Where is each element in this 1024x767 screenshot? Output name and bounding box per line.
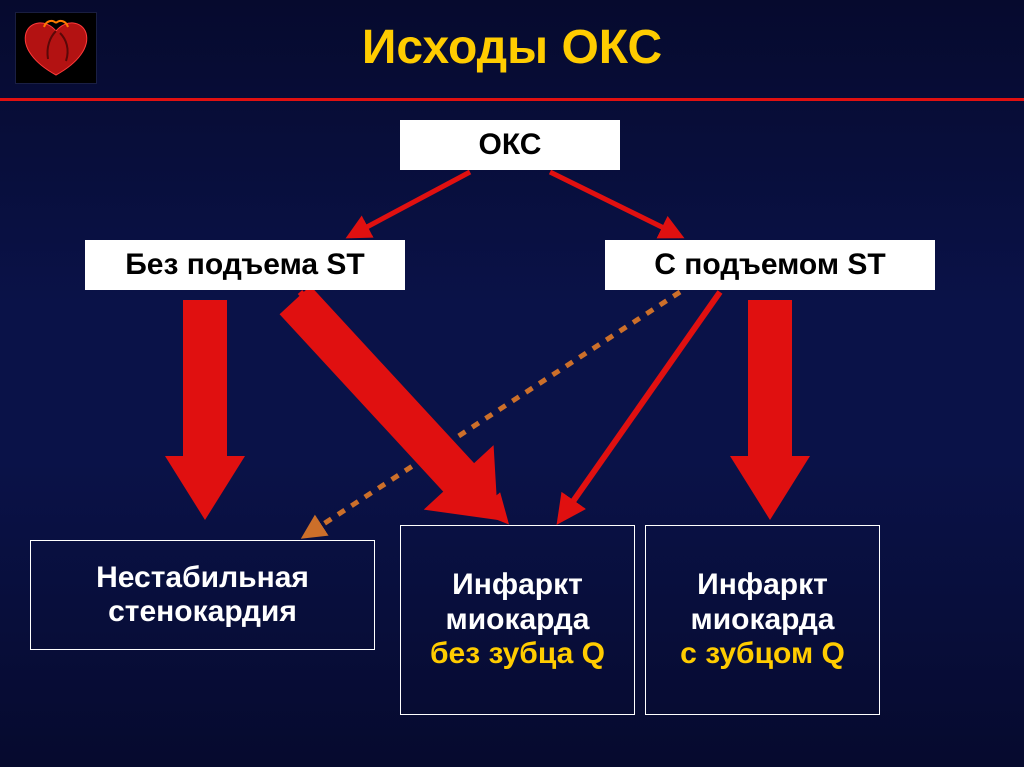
node-mi-no-q: Инфаркт миокарда без зубца Q [400, 525, 635, 715]
node-mi-q-accent: с зубцом Q [654, 637, 871, 672]
node-oks: ОКС [400, 120, 620, 170]
title-underline [0, 98, 1024, 101]
node-unstable-angina: Нестабильная стенокардия [30, 540, 375, 650]
node-with-st: С подъемом ST [605, 240, 935, 290]
node-mi-no-q-main: Инфаркт миокарда [409, 568, 626, 637]
node-unstable-angina-text: Нестабильная стенокардия [39, 561, 366, 630]
slide-root: Исходы ОКС ОКС Без подъема ST С подъемом… [0, 0, 1024, 767]
node-mi-no-q-accent: без зубца Q [409, 637, 626, 672]
node-mi-q-main: Инфаркт миокарда [654, 568, 871, 637]
slide-title: Исходы ОКС [0, 20, 1024, 75]
node-without-st: Без подъема ST [85, 240, 405, 290]
node-mi-q: Инфаркт миокарда с зубцом Q [645, 525, 880, 715]
